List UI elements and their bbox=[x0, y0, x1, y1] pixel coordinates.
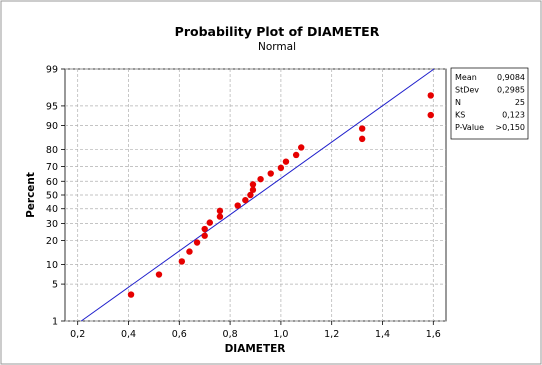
stat-label: P-Value bbox=[455, 123, 484, 132]
data-point bbox=[193, 239, 201, 246]
data-point bbox=[427, 92, 434, 99]
x-tick-label: 1,4 bbox=[375, 329, 390, 340]
data-points bbox=[127, 92, 434, 298]
data-point bbox=[249, 186, 257, 194]
data-point bbox=[427, 111, 434, 119]
stat-value: 0,9084 bbox=[497, 73, 525, 82]
fit-line-group bbox=[80, 68, 435, 322]
data-point bbox=[282, 158, 290, 165]
x-tick-label: 1,0 bbox=[273, 329, 288, 340]
stat-label: N bbox=[455, 98, 461, 107]
x-tick-label: 1,2 bbox=[324, 329, 339, 340]
data-point bbox=[206, 219, 213, 226]
y-tick-label: 40 bbox=[46, 204, 58, 215]
y-tick-label: 1 bbox=[52, 317, 58, 328]
stats-box bbox=[450, 67, 529, 140]
data-point bbox=[178, 258, 186, 265]
x-tick-label: 0,6 bbox=[172, 329, 187, 340]
data-point bbox=[216, 213, 224, 220]
data-point bbox=[247, 191, 254, 199]
data-point bbox=[186, 248, 193, 255]
data-point bbox=[358, 125, 366, 132]
x-tick-label: 0,4 bbox=[121, 329, 136, 340]
data-point bbox=[267, 170, 274, 177]
data-point bbox=[242, 196, 249, 204]
y-axis-label: Percent bbox=[25, 172, 37, 218]
x-axis-ticks: 0,2 0,4 0,6 0,8 1,0 1,2 1,4 1,6 bbox=[70, 321, 441, 340]
stat-label: Mean bbox=[455, 73, 477, 82]
y-axis-ticks: 1 5 10 20 30 40 50 60 70 80 90 95 99 bbox=[46, 65, 65, 328]
y-tick-label: 95 bbox=[46, 101, 58, 112]
data-point bbox=[298, 144, 305, 151]
data-point bbox=[277, 164, 285, 172]
stat-value: 0,2985 bbox=[497, 86, 525, 95]
chart-title: Probability Plot of DIAMETER bbox=[175, 24, 380, 39]
data-point bbox=[155, 271, 163, 278]
y-tick-label: 30 bbox=[46, 219, 58, 230]
y-tick-label: 70 bbox=[46, 162, 58, 173]
chart-subtitle: Normal bbox=[258, 41, 296, 53]
y-tick-label: 99 bbox=[46, 65, 58, 76]
data-point bbox=[358, 135, 366, 143]
stat-value: 25 bbox=[515, 98, 525, 107]
stat-label: KS bbox=[455, 111, 465, 120]
stat-value: 0,123 bbox=[502, 111, 525, 120]
fit-line bbox=[80, 68, 435, 322]
x-tick-label: 1,6 bbox=[426, 329, 441, 340]
x-axis-label: DIAMETER bbox=[225, 343, 286, 355]
data-point bbox=[249, 181, 257, 188]
y-tick-label: 90 bbox=[46, 121, 58, 132]
data-point bbox=[201, 225, 208, 233]
x-tick-label: 0,2 bbox=[70, 329, 85, 340]
stats-table: Mean 0,9084 StDev 0,2985 N 25 KS 0,123 P-Value >0… bbox=[455, 73, 525, 132]
stat-label: StDev bbox=[455, 86, 479, 95]
y-tick-label: 60 bbox=[46, 177, 58, 188]
x-tick-label: 0,8 bbox=[223, 329, 238, 340]
data-point bbox=[201, 232, 208, 239]
y-tick-label: 10 bbox=[46, 260, 58, 271]
data-point bbox=[127, 291, 135, 298]
data-point bbox=[234, 202, 241, 209]
y-tick-label: 20 bbox=[46, 236, 58, 247]
y-tick-label: 80 bbox=[46, 145, 58, 156]
data-point bbox=[292, 151, 300, 159]
stat-value: >0,150 bbox=[495, 123, 525, 132]
data-point bbox=[257, 175, 264, 183]
data-point bbox=[216, 207, 224, 215]
y-tick-label: 5 bbox=[52, 280, 58, 291]
y-tick-label: 50 bbox=[46, 191, 58, 202]
